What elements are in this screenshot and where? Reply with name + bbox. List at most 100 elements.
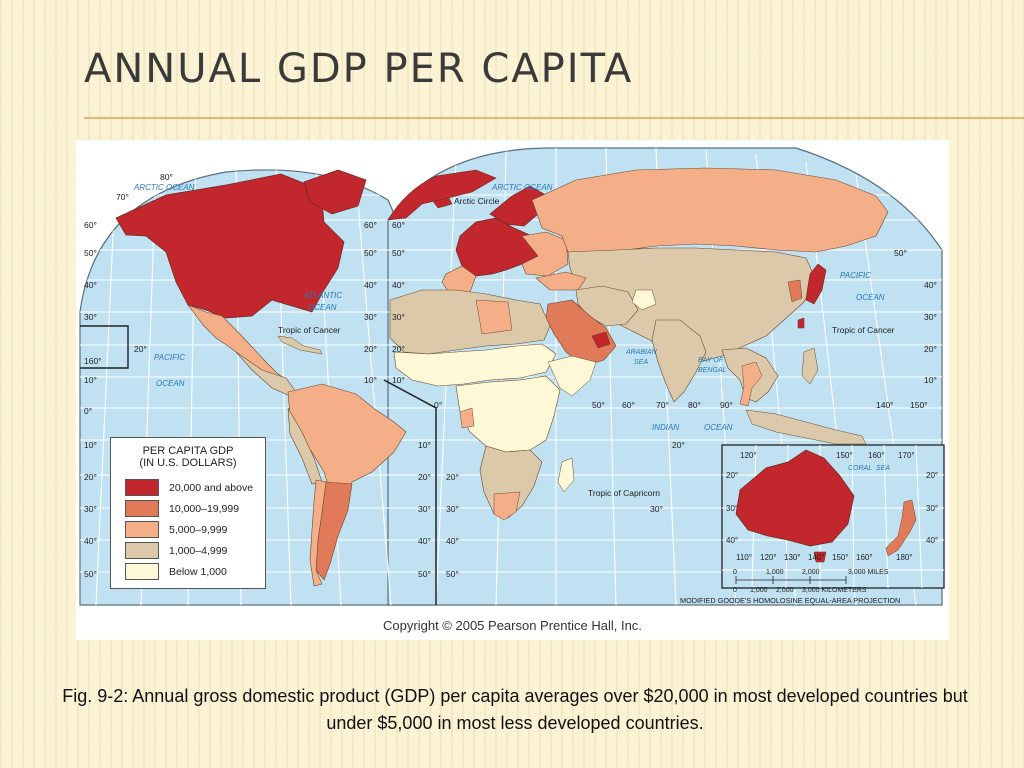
scale-km-label: 3,000 KILOMETERS (802, 587, 867, 594)
lat-label: 20° (672, 440, 685, 450)
title-divider (84, 117, 1024, 119)
ocean-label: PACIFIC (840, 271, 871, 280)
lat-label: 10° (924, 375, 937, 385)
region-japan (805, 263, 827, 305)
inset-labels: 120° 150° 160° 170° 110° 120° 130° 140° … (726, 451, 938, 562)
lat-label: 30° (446, 504, 459, 514)
lon-label: 60° (622, 400, 635, 410)
lat-label: 30° (364, 312, 377, 322)
region-chile (309, 479, 327, 587)
lon-label: 150° (910, 400, 928, 410)
figure-caption: Fig. 9-2: Annual gross domestic product … (62, 686, 968, 733)
lat-label: 20° (84, 472, 97, 482)
lon-label: 80° (688, 400, 701, 410)
region-afghanistan (631, 289, 657, 311)
lat-label: 50° (392, 248, 405, 258)
pacific-inset-box (80, 325, 129, 369)
inset-lon-label: 120° (740, 451, 757, 460)
ocean-label: ARABIAN (625, 349, 658, 356)
lat-label: 60° (84, 220, 97, 230)
legend-swatch (125, 542, 159, 559)
longitude-labels: 160° 0° 50° 60° 70° 80° 90° 140° 150° (84, 356, 928, 410)
lat-label: 40° (418, 536, 431, 546)
arctic-circle-label: Arctic Circle (454, 196, 500, 206)
lat-label: 20° (924, 344, 937, 354)
inset-lat-label: 40° (926, 536, 938, 545)
region-australia (735, 449, 855, 547)
scale-km-label: 1,000 (750, 587, 768, 594)
scale-miles-label: 2,000 (802, 569, 820, 576)
ocean-label: BAY OF (698, 357, 724, 364)
legend-item: 1,000–4,999 (125, 540, 265, 561)
lat-label: 20° (364, 344, 377, 354)
lat-label: 50° (364, 248, 377, 258)
region-sahel (393, 343, 557, 387)
region-indonesia (745, 409, 867, 445)
legend-item: 20,000 and above (125, 477, 265, 498)
lon-label: 50° (592, 400, 605, 410)
inset-lon-label: 170° (898, 451, 915, 460)
region-gabon (459, 407, 475, 429)
tropic-capricorn-label: Tropic of Capricorn (588, 488, 660, 498)
legend-items: 20,000 and above 10,000–19,999 5,000–9,9… (125, 477, 265, 582)
inset-lon-label: 140° (808, 553, 825, 562)
tropic-cancer-label: Tropic of Cancer (832, 325, 895, 335)
legend-title: PER CAPITA GDP (IN U.S. DOLLARS) (139, 445, 237, 469)
inset-lat-label: 40° (726, 536, 738, 545)
region-caribbean (277, 335, 323, 355)
inset-lon-label: 150° (832, 553, 849, 562)
lon-label: 70° (656, 400, 669, 410)
lat-label: 50° (446, 569, 459, 579)
lat-label: 40° (84, 280, 97, 290)
lat-label: 40° (364, 280, 377, 290)
inset-lon-label: 130° (784, 553, 801, 562)
lat-label: 20° (418, 472, 431, 482)
legend-swatch (125, 521, 159, 538)
region-libya (475, 299, 513, 335)
lat-label: 80° (160, 172, 173, 182)
region-philippines (801, 347, 819, 385)
map-figure: ARCTIC OCEAN ARCTIC OCEAN ATLANTIC OCEAN… (76, 140, 949, 640)
region-russia (531, 167, 889, 255)
lat-label: 50° (894, 248, 907, 258)
line-labels: Arctic Circle Tropic of Cancer Tropic of… (278, 196, 895, 498)
region-arabian-peninsula (545, 299, 617, 367)
lat-label: 30° (650, 504, 663, 514)
legend-item: Below 1,000 (125, 561, 265, 582)
lat-label: 50° (84, 569, 97, 579)
scale-miles-label: 1,000 (766, 569, 784, 576)
lat-label: 30° (392, 312, 405, 322)
lat-label: 60° (364, 220, 377, 230)
lat-label: 20° (134, 344, 147, 354)
lat-label: 20° (392, 344, 405, 354)
ocean-label: OCEAN (856, 293, 885, 302)
region-gulf-states (591, 331, 611, 349)
region-madagascar (557, 457, 575, 493)
region-new-zealand (885, 499, 917, 557)
inset-lat-label: 20° (926, 471, 938, 480)
lon-label: 90° (720, 400, 733, 410)
legend-label: 5,000–9,999 (169, 523, 228, 536)
inset-lon-label: 150° (836, 451, 853, 460)
ocean-label: ARCTIC OCEAN (491, 183, 553, 192)
legend-label: Below 1,000 (169, 565, 227, 578)
lat-label: 70° (116, 192, 129, 202)
lon-label: 160° (84, 356, 102, 366)
lat-label: 30° (418, 504, 431, 514)
inset-lat-label: 20° (726, 471, 738, 480)
legend-label: 20,000 and above (169, 481, 254, 494)
lat-label: 20° (446, 472, 459, 482)
region-north-africa (389, 289, 551, 355)
copyright-notice: Copyright © 2005 Pearson Prentice Hall, … (383, 618, 642, 633)
lat-label: 40° (446, 536, 459, 546)
inset-lon-label: 160° (856, 553, 873, 562)
ocean-label: INDIAN (652, 423, 679, 432)
ocean-label: ARCTIC OCEAN (133, 183, 195, 192)
inset-lon-label: 110° (736, 553, 752, 562)
region-tasmania (813, 551, 827, 563)
legend-label: 10,000–19,999 (169, 502, 240, 515)
lat-label: 30° (924, 312, 937, 322)
lat-label: 30° (84, 312, 97, 322)
scale-miles-label: 0 (733, 569, 737, 576)
ocean-label: SEA (634, 359, 648, 366)
